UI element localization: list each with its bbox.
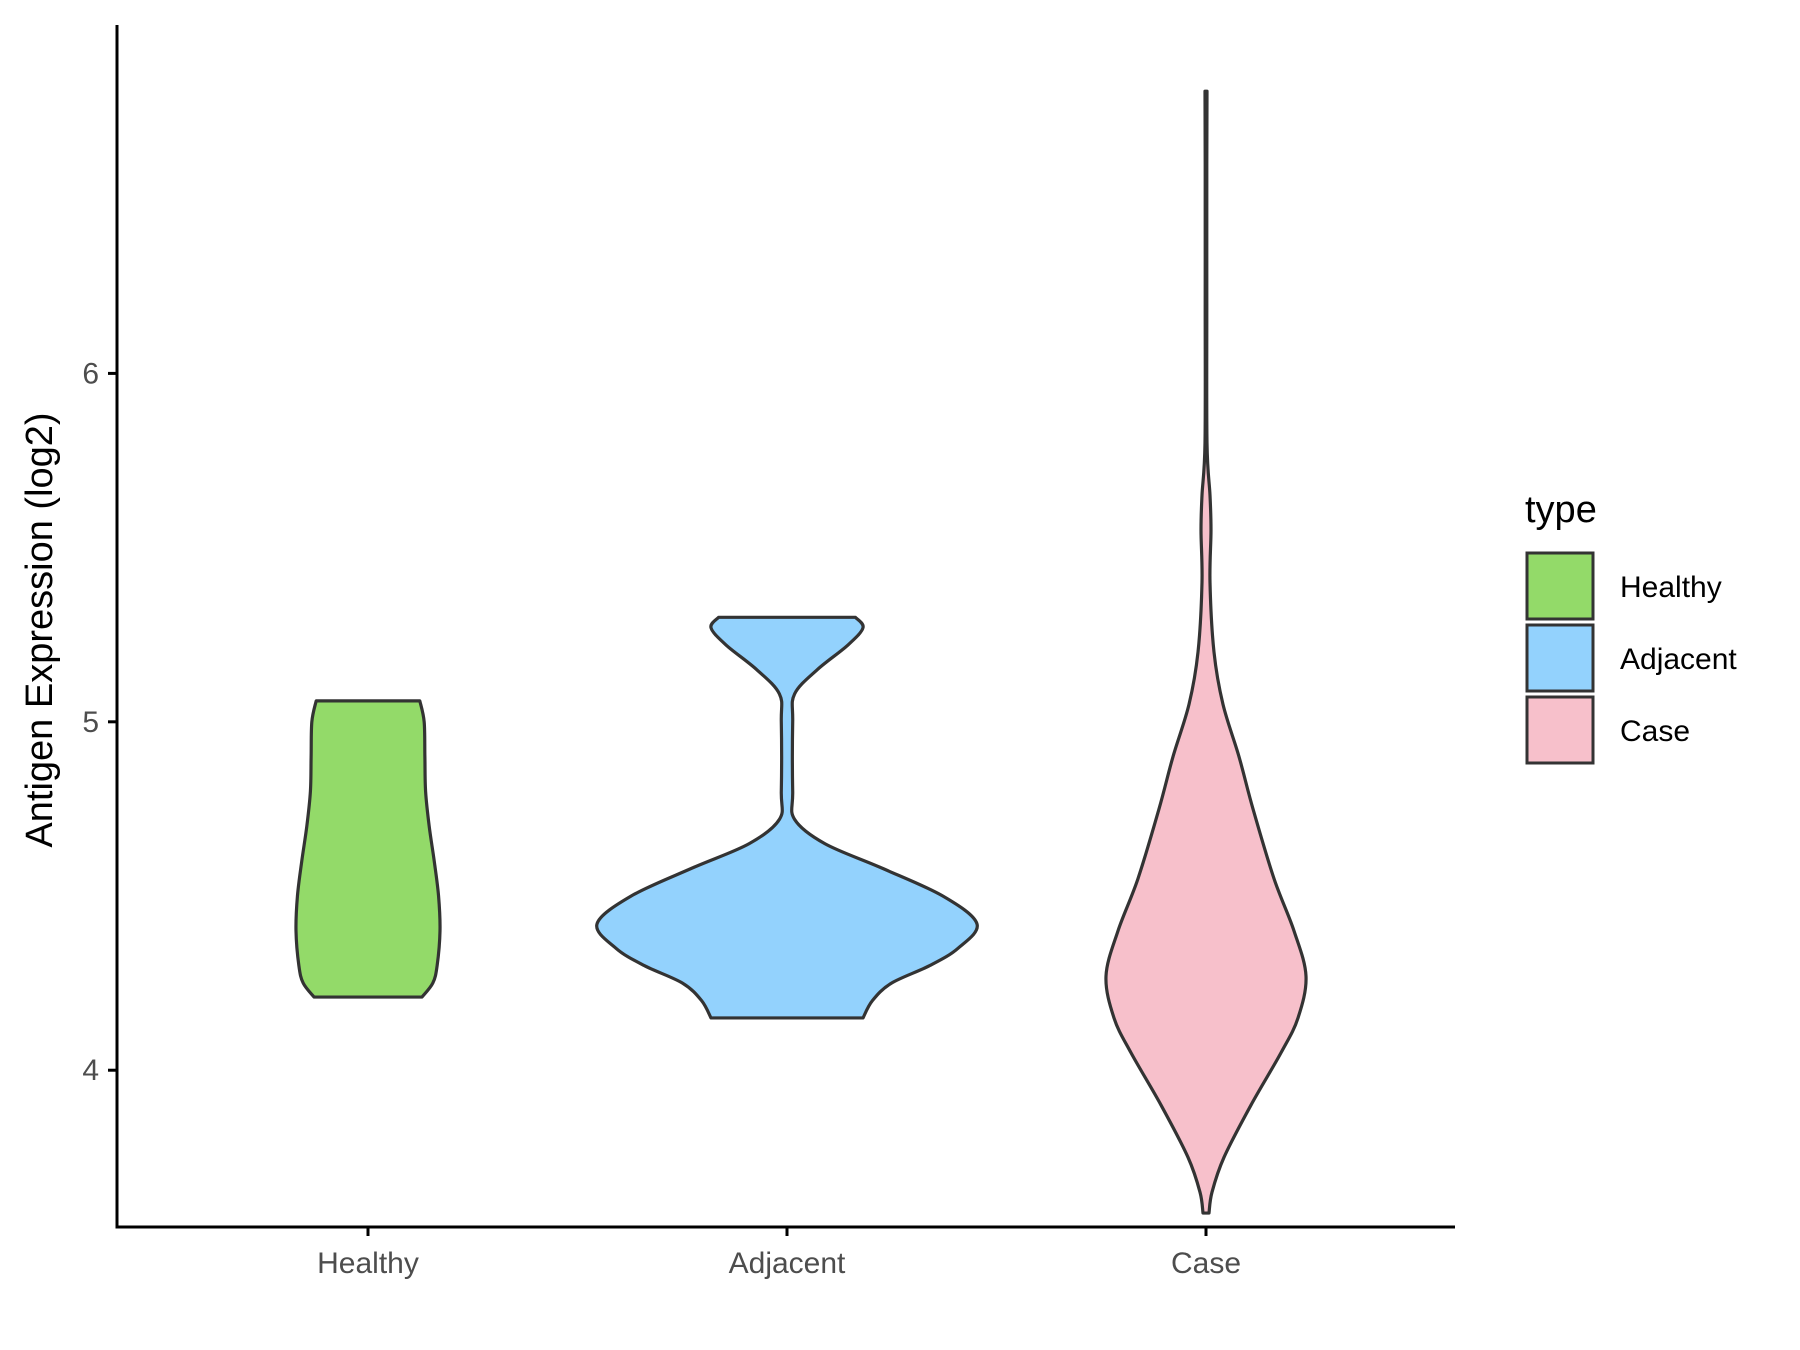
violin-healthy	[294, 699, 442, 999]
violin-case	[1104, 89, 1308, 1215]
y-axis-title: Antigen Expression (log2)	[19, 412, 61, 847]
x-tick-label: Adjacent	[729, 1247, 846, 1280]
legend-label: Healthy	[1620, 571, 1722, 604]
y-tick-label: 4	[82, 1054, 99, 1087]
violin-adjacent	[595, 615, 979, 1020]
legend-label: Adjacent	[1620, 643, 1737, 676]
y-tick-label: 6	[82, 357, 99, 390]
y-tick-label: 5	[82, 706, 99, 739]
legend: type Healthy Adjacent Case	[1525, 489, 1737, 765]
legend-label: Case	[1620, 715, 1690, 748]
legend-title: type	[1525, 489, 1597, 531]
legend-swatch	[1525, 623, 1595, 693]
legend-swatch	[1525, 695, 1595, 765]
violin-layer	[294, 89, 1308, 1215]
x-tick-label: Healthy	[317, 1247, 419, 1280]
y-axis-ticks: 4 5 6	[82, 357, 117, 1087]
x-axis-ticks: Healthy Adjacent Case	[317, 1227, 1241, 1280]
legend-swatch	[1525, 551, 1595, 621]
x-tick-label: Case	[1171, 1247, 1241, 1280]
